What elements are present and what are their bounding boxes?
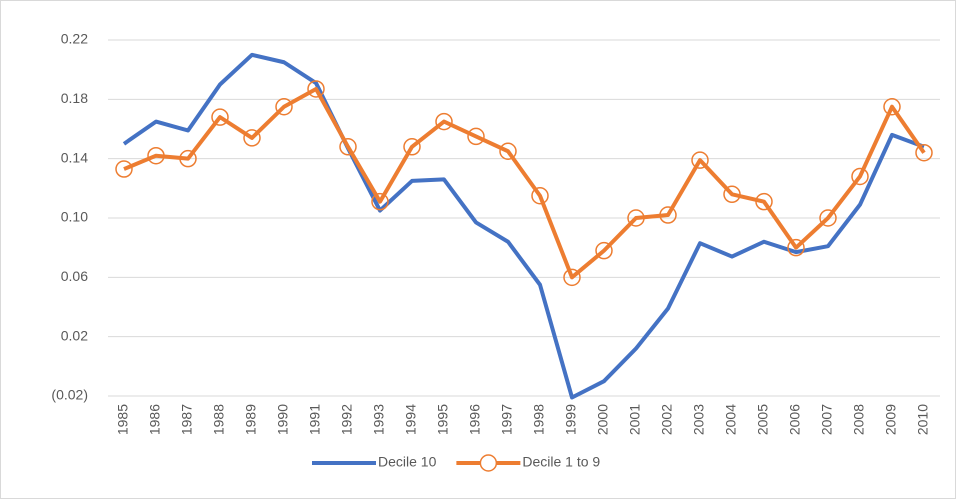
legend: Decile 10 Decile 1 to 9 xyxy=(312,454,600,472)
x-tick-label: 2001 xyxy=(627,404,643,435)
point-marker xyxy=(403,138,421,156)
x-tick-label: 1995 xyxy=(435,404,451,435)
x-tick-label: 1992 xyxy=(339,404,355,435)
legend-label: Decile 10 xyxy=(378,454,437,470)
x-tick-label: 1990 xyxy=(275,404,291,435)
legend-label: Decile 1 to 9 xyxy=(522,454,600,470)
point-marker xyxy=(563,268,581,287)
x-tick-label: 2009 xyxy=(883,404,899,435)
x-tick-label: 1996 xyxy=(467,404,483,435)
point-marker xyxy=(179,149,197,168)
x-tick-label: 1987 xyxy=(179,404,195,435)
point-marker xyxy=(115,160,133,178)
point-marker xyxy=(691,151,709,169)
x-tick-label: 2002 xyxy=(659,404,675,435)
y-tick-label: 0.22 xyxy=(61,31,88,47)
y-tick-label: 0.10 xyxy=(61,209,88,225)
point-marker xyxy=(723,185,741,204)
x-tick-label: 2004 xyxy=(723,404,739,435)
x-tick-label: 2003 xyxy=(691,404,707,435)
y-tick-label: 0.18 xyxy=(61,90,88,106)
series-line xyxy=(122,52,925,400)
x-tick-label: 1994 xyxy=(403,404,419,435)
y-tick-label: 0.06 xyxy=(61,268,88,284)
x-tick-label: 1998 xyxy=(531,404,547,435)
point-marker xyxy=(243,129,261,147)
point-marker xyxy=(915,143,933,162)
y-tick-label: (0.02) xyxy=(51,387,88,403)
point-marker xyxy=(275,98,293,116)
point-marker xyxy=(467,127,485,146)
point-marker xyxy=(499,142,517,160)
point-marker xyxy=(339,138,357,156)
point-marker xyxy=(307,80,325,98)
x-tick-label: 1991 xyxy=(307,404,323,435)
point-marker xyxy=(627,209,645,227)
y-tick-label: 0.02 xyxy=(61,327,88,343)
point-marker xyxy=(851,167,869,186)
point-marker xyxy=(531,187,549,205)
point-marker xyxy=(787,238,805,257)
point-marker xyxy=(883,98,901,116)
x-tick-label: 2005 xyxy=(755,404,771,435)
x-tick-label: 1988 xyxy=(211,404,227,435)
point-marker xyxy=(659,206,677,224)
point-marker xyxy=(147,146,165,165)
point-marker xyxy=(211,108,229,126)
x-tick-label: 2007 xyxy=(819,404,835,435)
x-tick-label: 2008 xyxy=(851,404,867,435)
legend-marker xyxy=(479,454,498,472)
point-marker xyxy=(371,192,389,211)
y-tick-label: 0.14 xyxy=(61,149,88,165)
x-tick-label: 1997 xyxy=(499,404,515,435)
point-marker xyxy=(595,241,613,260)
x-tick-label: 2006 xyxy=(787,404,803,435)
x-tick-label: 2010 xyxy=(915,404,931,435)
x-tick-label: 1999 xyxy=(563,404,579,435)
x-tick-label: 1985 xyxy=(115,404,131,435)
x-tick-label: 1993 xyxy=(371,404,387,435)
x-tick-label: 1986 xyxy=(147,404,163,435)
x-tick-label: 1989 xyxy=(243,404,259,435)
point-marker xyxy=(755,192,773,211)
point-marker xyxy=(819,209,837,227)
point-marker xyxy=(435,112,453,131)
x-tick-label: 2000 xyxy=(595,404,611,435)
